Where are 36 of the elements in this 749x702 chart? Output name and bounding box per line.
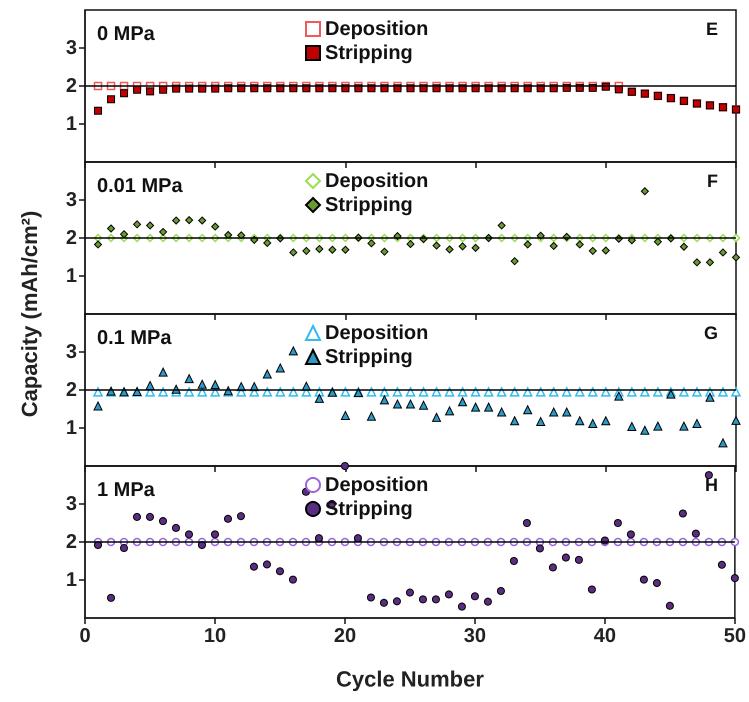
y-tick-label: 3: [66, 189, 77, 211]
x-tick-label: 30: [464, 625, 486, 647]
x-tick-label: 40: [594, 625, 616, 647]
y-axis-title: Capacity (mAh/cm²): [17, 210, 43, 418]
annotation: E: [706, 19, 718, 39]
y-tick-label: 1: [66, 113, 77, 135]
x-tick-label: 50: [724, 625, 746, 647]
legend-label: Deposition: [325, 322, 428, 344]
annotation: H: [705, 475, 718, 495]
y-tick-label: 3: [66, 37, 77, 59]
x-tick-label: 0: [79, 625, 91, 647]
x-tick-label: 10: [204, 625, 226, 647]
y-tick-label: 1: [66, 569, 77, 591]
y-tick-label: 1: [66, 265, 77, 287]
annotation: G: [704, 323, 718, 343]
x-tick-label: 20: [334, 625, 356, 647]
annotation: 0.01 MPa: [97, 175, 184, 197]
x-axis-title: Cycle Number: [336, 666, 484, 692]
y-tick-label: 1: [66, 417, 77, 439]
legend-label: Stripping: [325, 194, 413, 216]
annotation: 0.1 MPa: [97, 327, 172, 349]
y-tick-label: 3: [66, 341, 77, 363]
y-tick-label: 2: [66, 227, 77, 249]
y-tick-label: 2: [66, 531, 77, 553]
legend-label: Deposition: [325, 170, 428, 192]
legend-label: Deposition: [325, 18, 428, 40]
annotation: 0 MPa: [97, 23, 156, 45]
y-tick-label: 2: [66, 379, 77, 401]
annotation: F: [707, 171, 718, 191]
annotation: 1 MPa: [97, 479, 156, 501]
y-tick-label: 3: [66, 493, 77, 515]
legend-label: Stripping: [325, 346, 413, 368]
y-tick-label: 2: [66, 75, 77, 97]
legend-label: Deposition: [325, 474, 428, 496]
legend-label: Stripping: [325, 42, 413, 64]
legend-label: Stripping: [325, 498, 413, 520]
